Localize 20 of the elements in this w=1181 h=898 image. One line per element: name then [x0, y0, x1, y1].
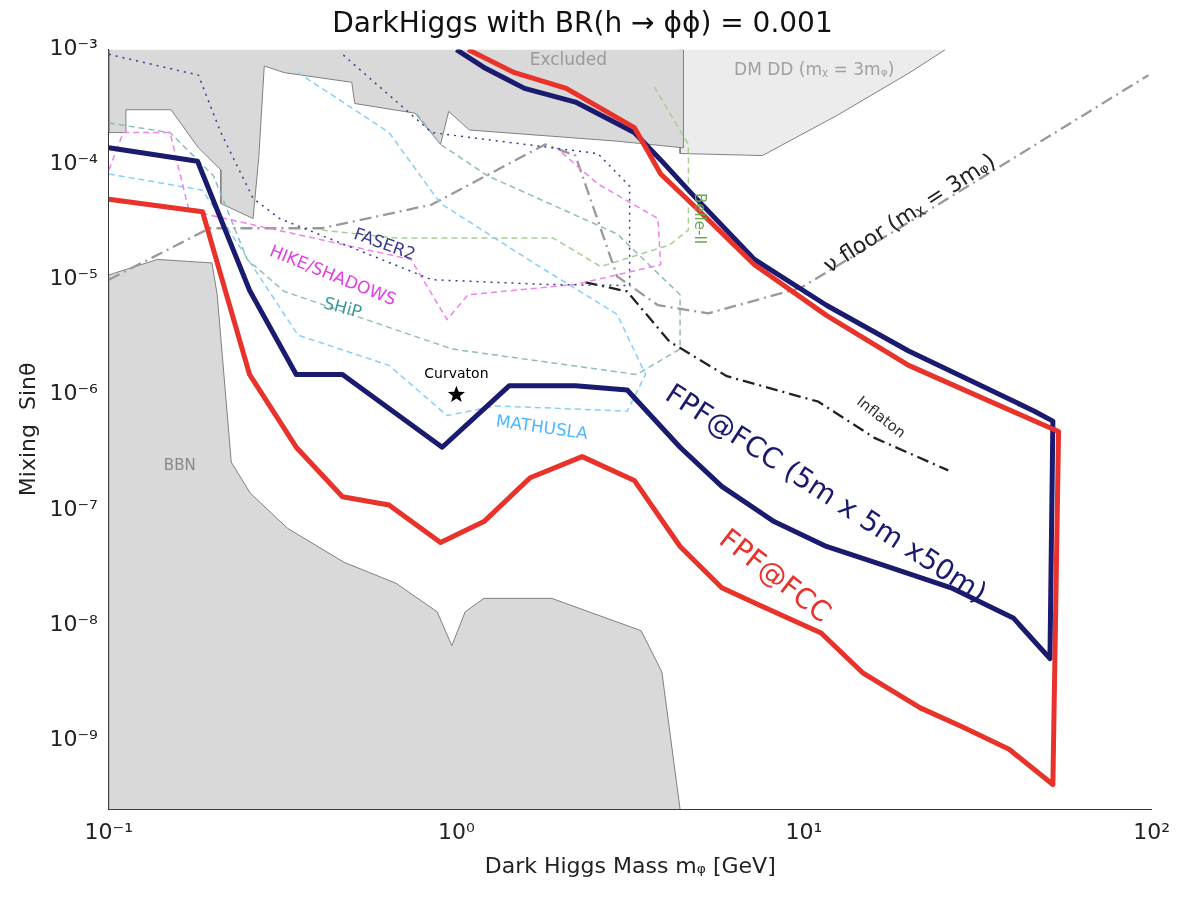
y-tick-label: 10⁻⁷	[49, 495, 98, 521]
x-tick-label: 10⁻¹	[84, 819, 134, 845]
y-tick-label: 10⁻⁹	[49, 725, 98, 751]
annotation: MATHUSLA	[494, 410, 590, 444]
x-axis-title: Dark Higgs Mass mᵩ [GeV]	[484, 852, 776, 878]
x-tick-label: 10¹	[785, 819, 823, 845]
x-tick-label: 10²	[1133, 819, 1171, 845]
y-tick-label: 10⁻⁶	[49, 380, 98, 406]
annotation: Excluded	[529, 49, 608, 70]
chart-title: DarkHiggs with BR(h → ϕϕ) = 0.001	[332, 6, 833, 40]
y-tick-label: 10⁻⁴	[49, 150, 98, 176]
y-tick-label: 10⁻³	[49, 35, 98, 61]
y-tick-label: 10⁻⁸	[49, 610, 98, 636]
annotation: Curvaton	[424, 365, 489, 382]
annotation: Belle-II	[691, 192, 710, 245]
annotation: BBN	[163, 455, 196, 474]
annotation: DM DD (mᵪ = 3mᵩ)	[734, 58, 895, 79]
y-tick-label: 10⁻⁵	[49, 265, 98, 291]
y-axis-title: Mixing Sinθ	[14, 362, 40, 497]
x-tick-label: 10⁰	[438, 819, 475, 845]
